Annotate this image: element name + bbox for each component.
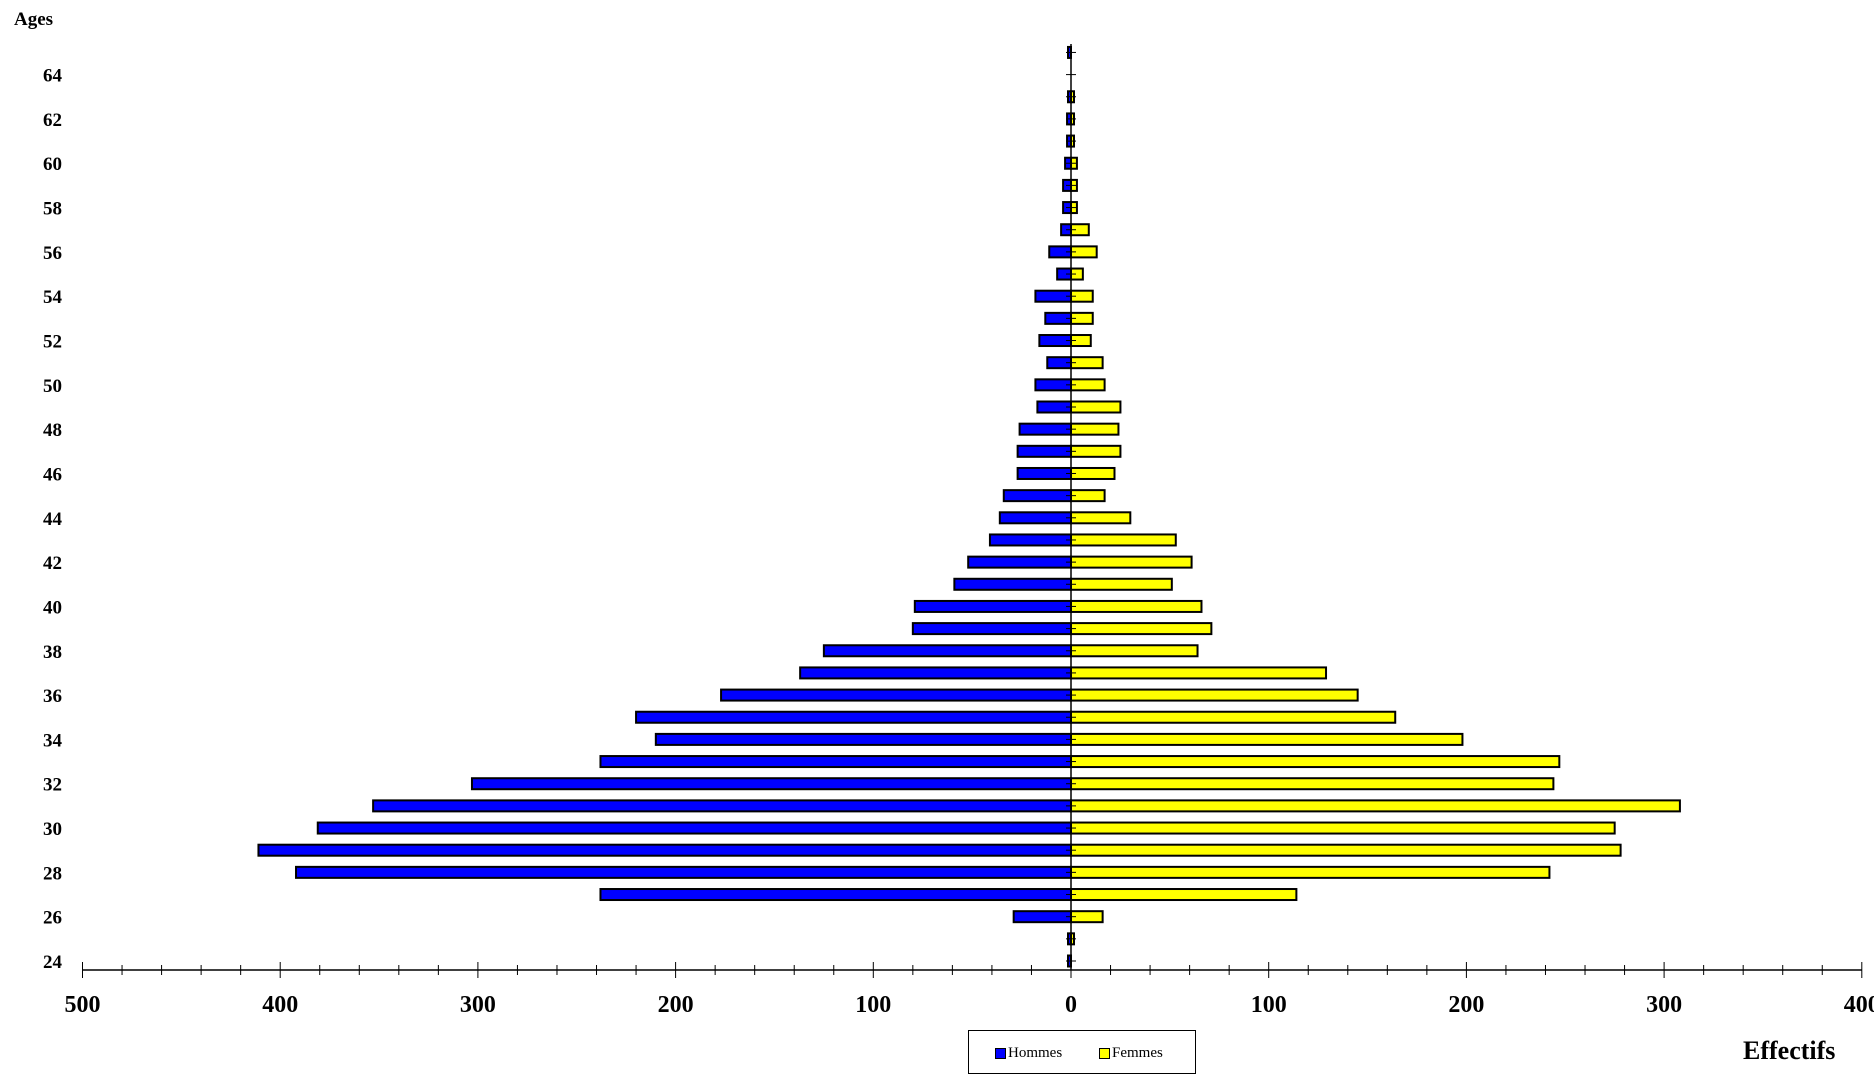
y-tick-label: 48 — [43, 420, 62, 441]
bar-hommes-age-54 — [1034, 289, 1072, 303]
y-tick-label: 36 — [43, 686, 62, 707]
legend: Hommes Femmes — [968, 1030, 1196, 1074]
bar-hommes-age-36 — [720, 688, 1072, 702]
y-tick-label: 32 — [43, 775, 62, 796]
x-tick-label: 200 — [1448, 992, 1484, 1018]
bar-hommes-age-31 — [372, 799, 1072, 813]
bar-hommes-age-35 — [635, 710, 1072, 724]
x-tick-label: 300 — [1646, 992, 1682, 1018]
y-tick-label: 44 — [43, 509, 63, 530]
bar-femmes-age-32 — [1070, 777, 1555, 791]
x-tick-label: 300 — [460, 992, 496, 1018]
legend-item-femmes: Femmes — [1099, 1045, 1163, 1062]
bar-femmes-age-47 — [1070, 444, 1122, 458]
bar-femmes-age-44 — [1070, 511, 1132, 525]
x-tick-label: 100 — [855, 992, 891, 1018]
x-tick-label: 400 — [1844, 992, 1874, 1018]
y-tick-label: 26 — [43, 908, 62, 929]
x-axis-label: Effectifs — [1743, 1036, 1835, 1065]
x-tick-label: 500 — [65, 992, 101, 1018]
bar-hommes-age-45 — [1002, 489, 1072, 503]
y-tick-label: 40 — [43, 597, 62, 618]
bar-femmes-age-38 — [1070, 644, 1199, 658]
bar-femmes-age-48 — [1070, 422, 1120, 436]
bar-hommes-age-40 — [913, 599, 1073, 613]
y-tick-label: 64 — [43, 66, 63, 87]
x-tick-label: 200 — [658, 992, 694, 1018]
bar-hommes-age-30 — [316, 821, 1072, 835]
bar-hommes-age-43 — [988, 533, 1072, 547]
bar-hommes-age-42 — [967, 555, 1072, 569]
bar-hommes-age-27 — [599, 888, 1072, 902]
y-tick-label: 62 — [43, 110, 62, 131]
bar-femmes-age-28 — [1070, 865, 1551, 879]
bar-hommes-age-28 — [295, 865, 1072, 879]
bar-hommes-age-34 — [654, 732, 1073, 746]
bar-hommes-age-48 — [1018, 422, 1073, 436]
bar-hommes-age-39 — [911, 622, 1073, 636]
bar-hommes-age-46 — [1016, 466, 1072, 480]
legend-label-femmes: Femmes — [1112, 1045, 1163, 1061]
series-hommes-bars — [257, 45, 1073, 968]
y-tick-label: 28 — [43, 863, 62, 884]
bar-femmes-age-27 — [1070, 888, 1298, 902]
series-femmes-bars — [1070, 90, 1681, 946]
axes — [82, 44, 1863, 978]
bar-hommes-age-38 — [822, 644, 1072, 658]
bar-femmes-age-34 — [1070, 732, 1464, 746]
bar-hommes-age-33 — [599, 755, 1072, 769]
y-tick-label: 34 — [43, 730, 63, 751]
bar-femmes-age-39 — [1070, 622, 1213, 636]
bar-hommes-age-29 — [257, 843, 1072, 857]
y-tick-label: 54 — [43, 287, 63, 308]
bar-femmes-age-29 — [1070, 843, 1622, 857]
femmes-swatch-icon — [1099, 1048, 1110, 1059]
bar-femmes-age-30 — [1070, 821, 1616, 835]
bar-femmes-age-40 — [1070, 599, 1203, 613]
y-tick-label: 60 — [43, 154, 62, 175]
bar-femmes-age-33 — [1070, 755, 1561, 769]
x-tick-label: 0 — [1065, 992, 1077, 1018]
legend-label-hommes: Hommes — [1008, 1045, 1063, 1061]
x-tick-label: 100 — [1251, 992, 1287, 1018]
bar-hommes-age-41 — [953, 577, 1072, 591]
bar-hommes-age-50 — [1034, 378, 1072, 392]
y-tick-label: 56 — [43, 243, 62, 264]
y-tick-label: 30 — [43, 819, 62, 840]
bar-femmes-age-42 — [1070, 555, 1193, 569]
y-axis-label: Ages — [14, 9, 53, 30]
bar-femmes-age-50 — [1070, 378, 1106, 392]
bar-hommes-age-37 — [799, 666, 1072, 680]
bar-femmes-age-31 — [1070, 799, 1681, 813]
y-tick-label: 42 — [43, 553, 62, 574]
bar-hommes-age-47 — [1016, 444, 1072, 458]
y-tick-label: 46 — [43, 464, 62, 485]
bar-femmes-age-46 — [1070, 466, 1116, 480]
bar-hommes-age-44 — [998, 511, 1072, 525]
x-tick-label: 400 — [262, 992, 298, 1018]
bar-hommes-age-26 — [1012, 910, 1072, 924]
y-tick-label: 52 — [43, 332, 62, 353]
hommes-swatch-icon — [995, 1048, 1006, 1059]
y-tick-label: 50 — [43, 376, 62, 397]
bar-hommes-age-32 — [470, 777, 1072, 791]
y-tick-label: 24 — [43, 952, 63, 973]
bar-femmes-age-41 — [1070, 577, 1173, 591]
bar-femmes-age-37 — [1070, 666, 1328, 680]
bar-femmes-age-43 — [1070, 533, 1177, 547]
bar-femmes-age-35 — [1070, 710, 1397, 724]
bar-femmes-age-45 — [1070, 489, 1106, 503]
tick-labels: 500 400 300 200 100 0 100 200 300 400 24 26 28 30 32 34… — [43, 66, 1874, 1018]
bar-femmes-age-49 — [1070, 400, 1122, 414]
y-tick-label: 58 — [43, 199, 62, 220]
y-tick-label: 38 — [43, 642, 62, 663]
legend-item-hommes: Hommes — [995, 1045, 1062, 1062]
bar-hommes-age-49 — [1036, 400, 1072, 414]
bar-femmes-age-36 — [1070, 688, 1359, 702]
